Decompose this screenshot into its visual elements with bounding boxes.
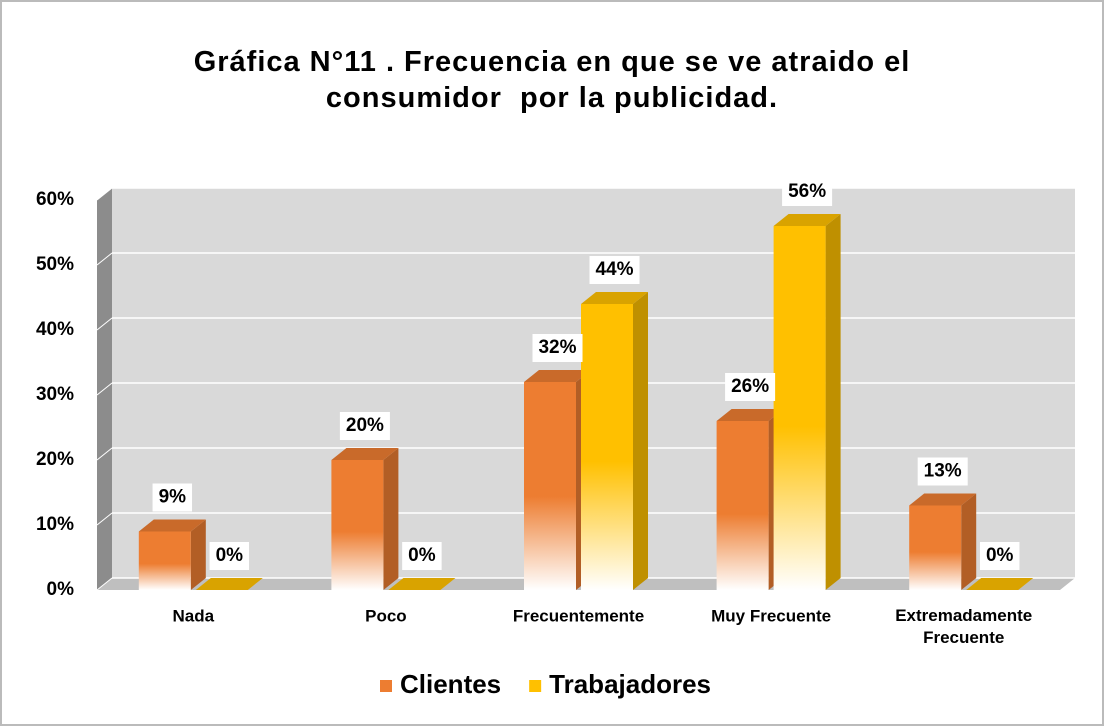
value-label-bg: [339, 412, 390, 440]
bar-top: [773, 214, 841, 226]
x-tick-label: Extremadamente Frecuente: [895, 606, 1032, 647]
bar: [331, 460, 384, 590]
bar: [524, 382, 576, 590]
y-tick-label: 30%: [36, 384, 74, 405]
grid-line-side: [96, 317, 113, 331]
y-tick-label: 10%: [36, 514, 74, 535]
bar-side: [383, 448, 399, 590]
value-label-bg: [725, 373, 776, 401]
bar: [716, 421, 769, 590]
bar: [138, 531, 191, 590]
x-tick-label: Nada: [173, 606, 215, 625]
x-tick-label: Frecuentemente: [513, 606, 644, 625]
grid-line-side: [96, 512, 113, 526]
bar: [581, 304, 633, 590]
bar-top: [195, 578, 263, 590]
bar-top: [524, 370, 591, 382]
bar-top: [966, 578, 1034, 590]
grid-line-side: [96, 447, 113, 461]
value-label-bg: [979, 542, 1020, 570]
value-label: 9%: [159, 487, 187, 508]
y-tick-label: 50%: [36, 254, 74, 275]
bar-side: [633, 292, 648, 590]
bar-top: [331, 448, 399, 460]
grid-line-side: [96, 252, 113, 266]
value-label: 56%: [788, 181, 826, 202]
value-label-bg: [589, 256, 640, 284]
bar-side: [190, 519, 206, 590]
bar-side: [961, 493, 977, 590]
bar: [773, 226, 826, 590]
y-tick-label: 0%: [47, 579, 75, 600]
value-label: 0%: [986, 545, 1014, 566]
legend-swatch: [529, 680, 542, 692]
value-label-bg: [152, 483, 193, 512]
grid-line-side: [96, 577, 113, 591]
bar-top: [909, 493, 977, 506]
legend-label: Trabajadores: [549, 669, 711, 699]
bar: [909, 505, 962, 590]
value-label: 44%: [595, 259, 633, 280]
x-tick-label: Muy Frecuente: [711, 606, 831, 625]
chart-title: Gráfica N°11 . Frecuencia en que se ve a…: [193, 46, 920, 114]
value-label: 0%: [216, 545, 244, 566]
grid-line-side: [96, 187, 113, 201]
bar-top: [388, 578, 456, 590]
y-tick-label: 40%: [36, 319, 74, 340]
y-tick-label: 60%: [36, 189, 74, 210]
value-label: 26%: [731, 376, 769, 397]
value-label-bg: [917, 457, 968, 486]
bar-top: [581, 292, 648, 304]
bar-top: [138, 519, 206, 532]
x-tick-label: Poco: [365, 606, 407, 625]
value-label-bg: [402, 542, 442, 570]
value-label-bg: [782, 178, 833, 206]
value-label: 32%: [538, 337, 576, 358]
grid-line-side: [96, 382, 113, 396]
y-tick-label: 20%: [36, 449, 74, 470]
value-label-bg: [209, 542, 250, 570]
bar-side: [825, 214, 841, 590]
legend-label: Clientes: [400, 669, 501, 699]
legend-swatch: [380, 680, 392, 692]
bar-top: [716, 409, 784, 421]
value-label-bg: [532, 334, 583, 362]
value-label: 13%: [924, 461, 962, 482]
value-label: 20%: [346, 415, 384, 436]
value-label: 0%: [408, 545, 436, 566]
